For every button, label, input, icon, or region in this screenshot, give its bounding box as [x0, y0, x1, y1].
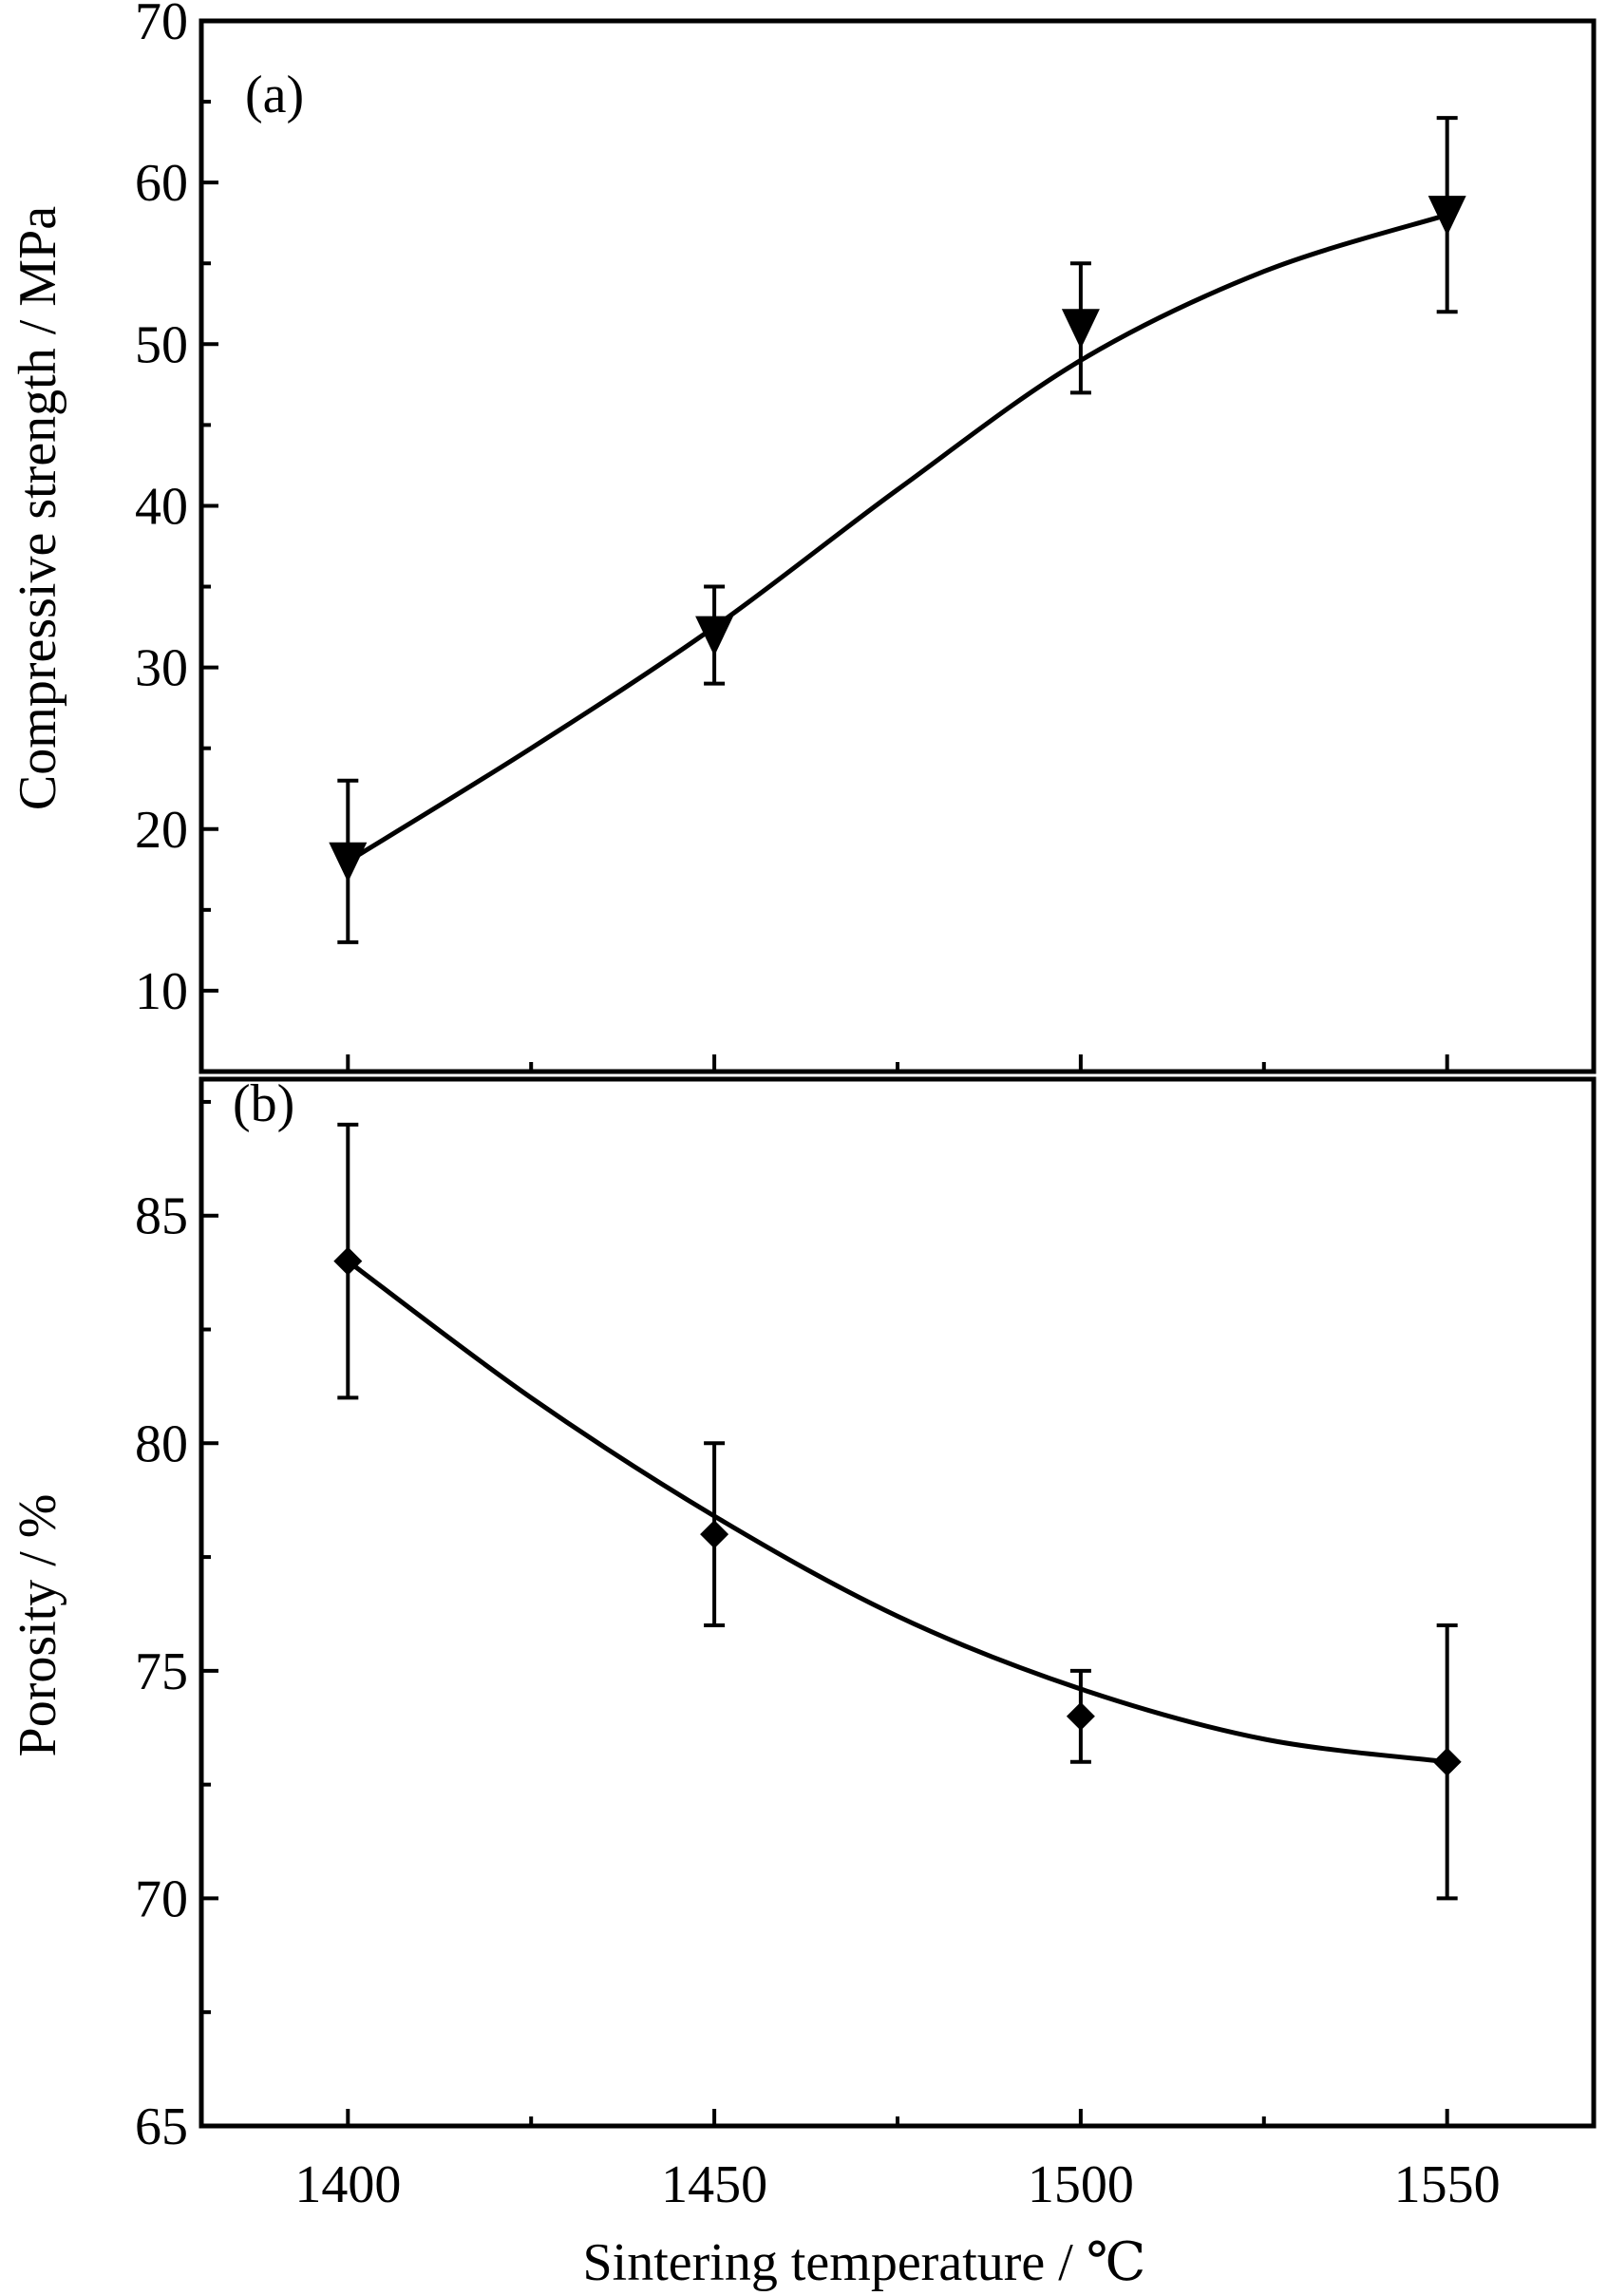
panel-a-label: (a) [245, 66, 304, 124]
y-tick-label: 70 [135, 0, 188, 51]
data-point [1061, 309, 1100, 350]
y-tick-label: 75 [135, 1642, 188, 1701]
panel-b: 65 70 75 80 85 1400 1450 1500 1550 [135, 1076, 1597, 2214]
fit-curve [347, 212, 1448, 863]
y-tick-label: 85 [135, 1187, 188, 1246]
y-tick-label: 70 [135, 1869, 188, 1928]
data-point [1427, 196, 1466, 237]
data-point [1066, 1701, 1095, 1731]
y-axis-title-porosity: Porosity / % [9, 1494, 67, 1757]
data-point [700, 1520, 729, 1549]
data-point [695, 616, 734, 656]
x-tick-label: 1500 [1028, 2155, 1134, 2214]
data-point [1432, 1747, 1462, 1776]
y-tick-label: 50 [135, 315, 188, 374]
y-tick-label: 40 [135, 477, 188, 536]
y-tick-label: 30 [135, 639, 188, 698]
y-tick-label: 20 [135, 801, 188, 860]
panel-a: 10 20 30 40 50 60 70 [135, 0, 1597, 1074]
y-axis-title-compressive-strength: Compressive strength / MPa [9, 206, 67, 810]
x-axis-title: Sintering temperature / ℃ [583, 2233, 1146, 2292]
fit-curve [346, 1259, 1447, 1765]
data-point [329, 842, 368, 882]
panel-b-label: (b) [233, 1074, 294, 1133]
y-tick-label: 10 [135, 962, 188, 1021]
data-point [333, 1246, 363, 1276]
y-tick-label: 65 [135, 2097, 188, 2156]
x-tick-label: 1450 [661, 2155, 767, 2214]
y-tick-label: 60 [135, 154, 188, 213]
x-tick-label: 1550 [1394, 2155, 1501, 2214]
y-tick-label: 80 [135, 1414, 188, 1473]
x-tick-label: 1400 [294, 2155, 401, 2214]
